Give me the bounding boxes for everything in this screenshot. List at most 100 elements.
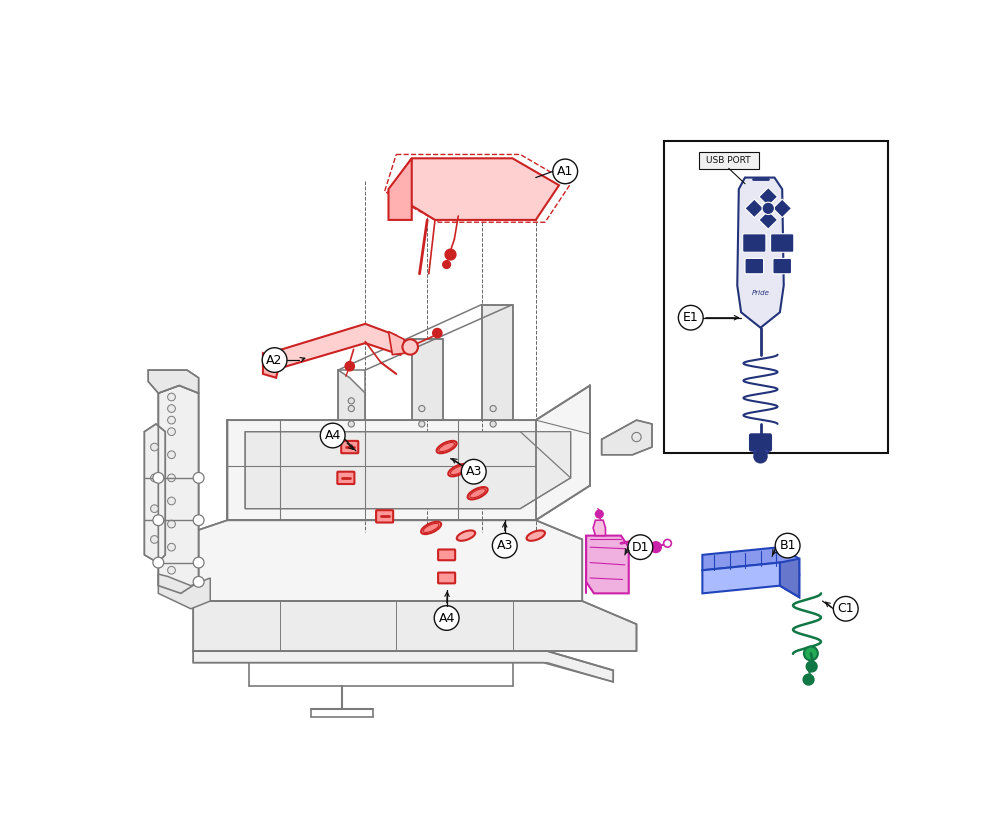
- Text: B1: B1: [779, 539, 796, 552]
- Circle shape: [632, 432, 641, 442]
- Circle shape: [168, 474, 175, 482]
- Ellipse shape: [448, 464, 468, 476]
- Polygon shape: [227, 385, 590, 520]
- Circle shape: [492, 533, 517, 558]
- Circle shape: [153, 515, 164, 525]
- Polygon shape: [193, 651, 613, 682]
- Circle shape: [193, 577, 204, 587]
- Ellipse shape: [457, 530, 475, 541]
- Polygon shape: [193, 520, 582, 601]
- Circle shape: [168, 543, 175, 551]
- Circle shape: [151, 504, 158, 513]
- Circle shape: [151, 474, 158, 482]
- Circle shape: [262, 348, 287, 372]
- Polygon shape: [745, 199, 764, 218]
- Circle shape: [490, 421, 496, 427]
- Polygon shape: [338, 370, 365, 420]
- Text: USB PORT: USB PORT: [706, 156, 751, 165]
- Circle shape: [445, 249, 456, 260]
- Polygon shape: [759, 210, 778, 229]
- Polygon shape: [245, 432, 571, 509]
- Ellipse shape: [527, 530, 545, 541]
- Circle shape: [168, 497, 175, 504]
- Circle shape: [345, 361, 354, 371]
- Text: A1: A1: [557, 165, 573, 178]
- Circle shape: [168, 451, 175, 458]
- Polygon shape: [388, 332, 406, 354]
- Text: C1: C1: [837, 603, 854, 615]
- Polygon shape: [144, 424, 165, 562]
- FancyBboxPatch shape: [337, 472, 354, 484]
- Circle shape: [153, 557, 164, 568]
- Circle shape: [168, 566, 175, 574]
- FancyBboxPatch shape: [376, 510, 393, 523]
- Polygon shape: [702, 547, 799, 574]
- Circle shape: [762, 202, 774, 215]
- Circle shape: [348, 398, 354, 404]
- Polygon shape: [325, 339, 365, 351]
- Circle shape: [168, 393, 175, 401]
- Circle shape: [595, 510, 603, 518]
- Circle shape: [402, 339, 418, 354]
- FancyBboxPatch shape: [743, 234, 766, 252]
- Circle shape: [419, 406, 425, 411]
- FancyBboxPatch shape: [773, 258, 792, 274]
- Circle shape: [320, 423, 345, 447]
- Circle shape: [434, 606, 459, 630]
- Ellipse shape: [437, 441, 457, 453]
- Circle shape: [553, 159, 578, 184]
- Ellipse shape: [423, 524, 439, 532]
- Circle shape: [650, 542, 661, 552]
- Circle shape: [806, 661, 817, 672]
- Circle shape: [193, 473, 204, 484]
- Polygon shape: [737, 178, 784, 328]
- FancyBboxPatch shape: [664, 141, 888, 453]
- Polygon shape: [593, 520, 606, 535]
- Text: D1: D1: [632, 541, 649, 554]
- Circle shape: [168, 520, 175, 528]
- Circle shape: [168, 405, 175, 412]
- Polygon shape: [412, 339, 443, 420]
- Text: A4: A4: [438, 612, 455, 624]
- Polygon shape: [158, 574, 210, 608]
- FancyBboxPatch shape: [699, 153, 759, 169]
- Circle shape: [193, 515, 204, 525]
- Circle shape: [151, 443, 158, 451]
- Polygon shape: [602, 420, 652, 455]
- Circle shape: [419, 421, 425, 427]
- Polygon shape: [193, 601, 637, 651]
- Polygon shape: [388, 158, 412, 220]
- Polygon shape: [586, 535, 629, 593]
- Circle shape: [803, 675, 814, 685]
- FancyBboxPatch shape: [745, 258, 764, 274]
- Circle shape: [461, 459, 486, 484]
- Circle shape: [193, 557, 204, 568]
- Circle shape: [833, 597, 858, 621]
- Circle shape: [168, 416, 175, 424]
- Polygon shape: [264, 323, 400, 371]
- Polygon shape: [388, 158, 559, 220]
- Polygon shape: [263, 353, 280, 378]
- Circle shape: [151, 535, 158, 543]
- Circle shape: [168, 428, 175, 436]
- Ellipse shape: [450, 466, 466, 474]
- Ellipse shape: [421, 522, 441, 534]
- Polygon shape: [482, 304, 512, 420]
- Text: E1: E1: [683, 311, 699, 324]
- FancyBboxPatch shape: [438, 550, 455, 561]
- Polygon shape: [753, 449, 768, 453]
- Polygon shape: [148, 370, 199, 393]
- FancyBboxPatch shape: [341, 441, 358, 453]
- Ellipse shape: [470, 489, 485, 498]
- Circle shape: [153, 473, 164, 484]
- Text: A3: A3: [466, 465, 482, 478]
- Circle shape: [490, 406, 496, 411]
- Circle shape: [433, 328, 442, 338]
- Ellipse shape: [468, 487, 488, 499]
- Polygon shape: [702, 562, 799, 597]
- Polygon shape: [773, 199, 792, 218]
- Circle shape: [775, 533, 800, 558]
- Circle shape: [628, 535, 653, 560]
- Polygon shape: [158, 385, 199, 593]
- Ellipse shape: [439, 442, 454, 452]
